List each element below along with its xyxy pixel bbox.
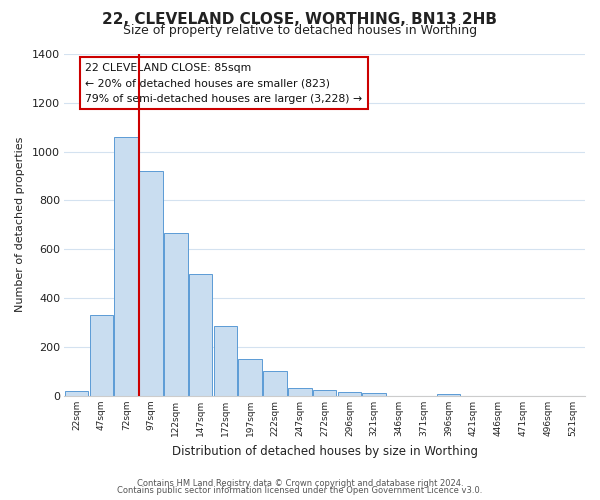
Bar	[338, 392, 361, 396]
Bar	[115, 137, 138, 396]
Text: Contains public sector information licensed under the Open Government Licence v3: Contains public sector information licen…	[118, 486, 482, 495]
Bar	[238, 359, 262, 396]
Bar	[139, 171, 163, 396]
Text: Contains HM Land Registry data © Crown copyright and database right 2024.: Contains HM Land Registry data © Crown c…	[137, 478, 463, 488]
Text: 22, CLEVELAND CLOSE, WORTHING, BN13 2HB: 22, CLEVELAND CLOSE, WORTHING, BN13 2HB	[103, 12, 497, 28]
Bar	[65, 391, 88, 396]
Y-axis label: Number of detached properties: Number of detached properties	[15, 137, 25, 312]
Bar	[214, 326, 237, 396]
Bar	[89, 315, 113, 396]
Text: Size of property relative to detached houses in Worthing: Size of property relative to detached ho…	[123, 24, 477, 37]
Text: 22 CLEVELAND CLOSE: 85sqm
← 20% of detached houses are smaller (823)
79% of semi: 22 CLEVELAND CLOSE: 85sqm ← 20% of detac…	[85, 62, 362, 104]
Bar	[362, 393, 386, 396]
Bar	[263, 371, 287, 396]
Bar	[164, 234, 188, 396]
Bar	[288, 388, 311, 396]
Bar	[437, 394, 460, 396]
Bar	[313, 390, 337, 396]
X-axis label: Distribution of detached houses by size in Worthing: Distribution of detached houses by size …	[172, 444, 478, 458]
Bar	[189, 274, 212, 396]
